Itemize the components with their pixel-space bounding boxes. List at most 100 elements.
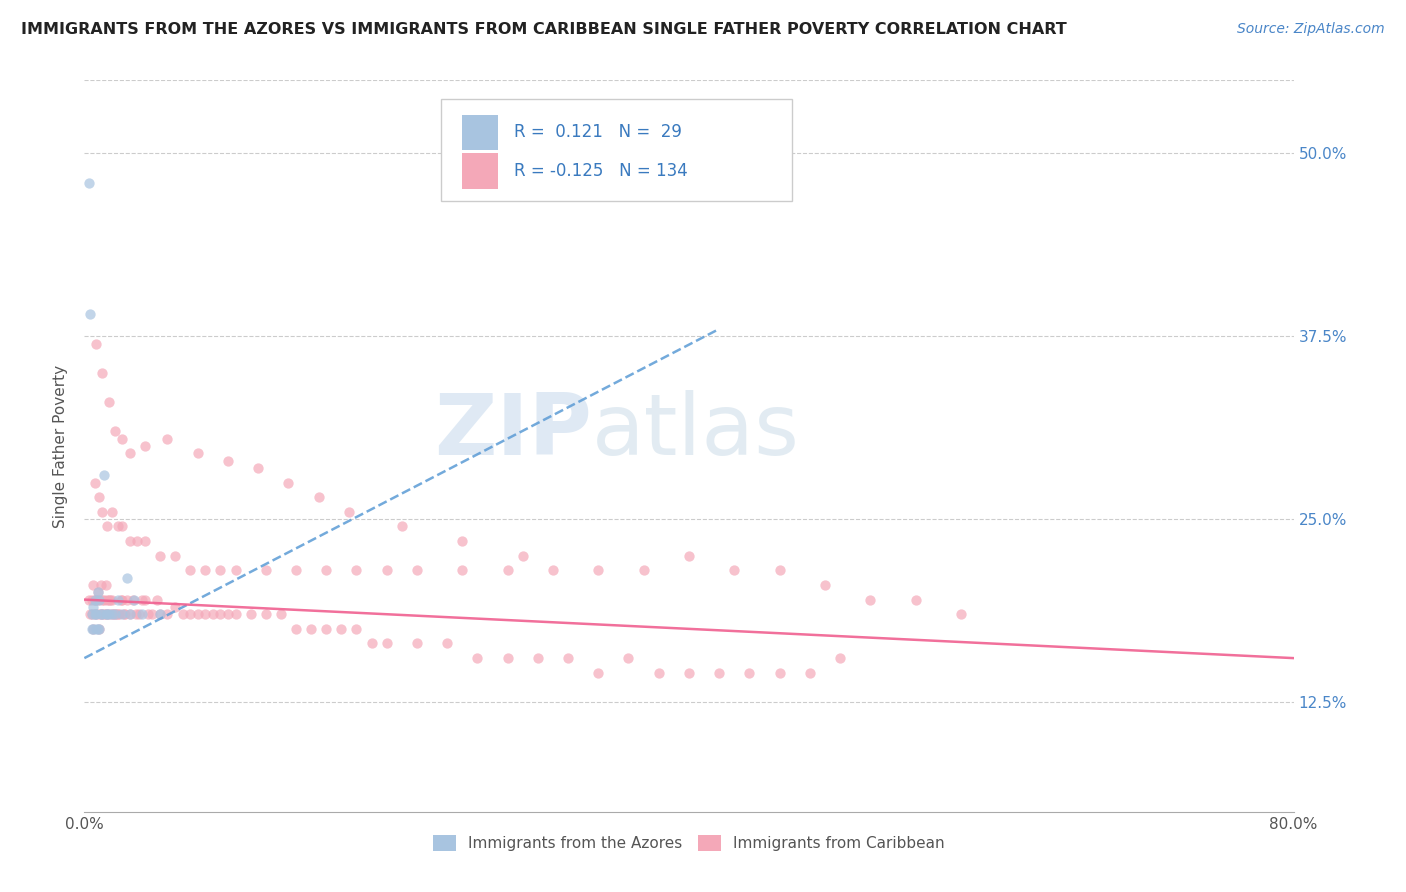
Point <box>127 534 149 549</box>
Point <box>187 446 209 460</box>
Point <box>84 592 107 607</box>
Point <box>96 607 118 622</box>
Point <box>97 395 120 409</box>
Point <box>87 585 110 599</box>
Text: R = -0.125   N = 134: R = -0.125 N = 134 <box>513 162 688 180</box>
Point <box>217 453 239 467</box>
Point <box>209 563 232 577</box>
Point <box>375 636 398 650</box>
Text: atlas: atlas <box>592 390 800 473</box>
Point <box>346 622 368 636</box>
Point <box>104 607 127 622</box>
Point <box>114 607 136 622</box>
Point <box>451 563 474 577</box>
Point <box>84 475 107 490</box>
Point <box>299 622 322 636</box>
Point <box>107 607 129 622</box>
Point <box>111 607 134 622</box>
Point <box>100 592 122 607</box>
Point <box>128 607 150 622</box>
Point <box>100 607 122 622</box>
Point <box>96 592 118 607</box>
Point <box>118 534 141 549</box>
Point <box>80 592 103 607</box>
Point <box>134 439 156 453</box>
Point <box>950 607 973 622</box>
Point <box>146 592 169 607</box>
Point <box>86 607 108 622</box>
Point <box>111 519 134 533</box>
Point <box>90 607 112 622</box>
Point <box>111 592 134 607</box>
Point <box>91 366 114 380</box>
Point <box>134 534 156 549</box>
Point <box>93 592 115 607</box>
Point <box>588 665 610 680</box>
Point <box>87 622 110 636</box>
Point <box>82 578 104 592</box>
Point <box>436 636 458 650</box>
Point <box>77 592 100 607</box>
Point <box>179 607 201 622</box>
Point <box>225 563 247 577</box>
Point <box>86 336 108 351</box>
Point <box>346 563 368 577</box>
Legend: Immigrants from the Azores, Immigrants from Caribbean: Immigrants from the Azores, Immigrants f… <box>426 828 952 859</box>
Text: R =  0.121   N =  29: R = 0.121 N = 29 <box>513 123 682 141</box>
Bar <box>461 153 498 188</box>
Point <box>93 468 115 483</box>
Point <box>165 599 187 614</box>
Point <box>118 607 141 622</box>
Point <box>172 607 194 622</box>
Point <box>156 432 179 446</box>
Y-axis label: Single Father Poverty: Single Father Poverty <box>53 365 69 527</box>
Point <box>769 665 792 680</box>
Point <box>814 578 837 592</box>
Point <box>104 425 127 439</box>
Text: ZIP: ZIP <box>434 390 592 473</box>
Point <box>82 599 104 614</box>
Point <box>87 592 110 607</box>
Point <box>308 490 330 504</box>
Point <box>467 651 489 665</box>
Point <box>93 607 115 622</box>
Point <box>107 592 129 607</box>
Point <box>97 592 120 607</box>
Point <box>136 607 159 622</box>
Point <box>91 607 114 622</box>
Point <box>121 592 143 607</box>
Point <box>86 592 108 607</box>
Point <box>125 607 148 622</box>
Point <box>406 563 429 577</box>
Point <box>360 636 382 650</box>
Point <box>194 563 217 577</box>
Point <box>79 607 101 622</box>
Point <box>375 563 398 577</box>
Point <box>315 563 337 577</box>
Point <box>101 607 124 622</box>
Point <box>89 592 111 607</box>
Point <box>80 607 103 622</box>
Point <box>277 475 299 490</box>
Point <box>904 592 927 607</box>
Point <box>80 622 103 636</box>
Point <box>149 607 172 622</box>
Point <box>330 622 353 636</box>
Point <box>337 505 360 519</box>
Point <box>648 665 671 680</box>
Text: IMMIGRANTS FROM THE AZORES VS IMMIGRANTS FROM CARIBBEAN SINGLE FATHER POVERTY CO: IMMIGRANTS FROM THE AZORES VS IMMIGRANTS… <box>21 22 1067 37</box>
Bar <box>461 115 498 150</box>
Point <box>97 607 120 622</box>
Point <box>100 505 122 519</box>
Point <box>678 549 700 563</box>
Point <box>96 519 118 533</box>
Point <box>141 607 163 622</box>
Point <box>80 607 103 622</box>
Point <box>89 622 111 636</box>
Point <box>82 622 104 636</box>
Point <box>118 607 141 622</box>
Point <box>131 592 153 607</box>
Point <box>115 571 138 585</box>
Point <box>84 607 107 622</box>
Point <box>94 607 117 622</box>
